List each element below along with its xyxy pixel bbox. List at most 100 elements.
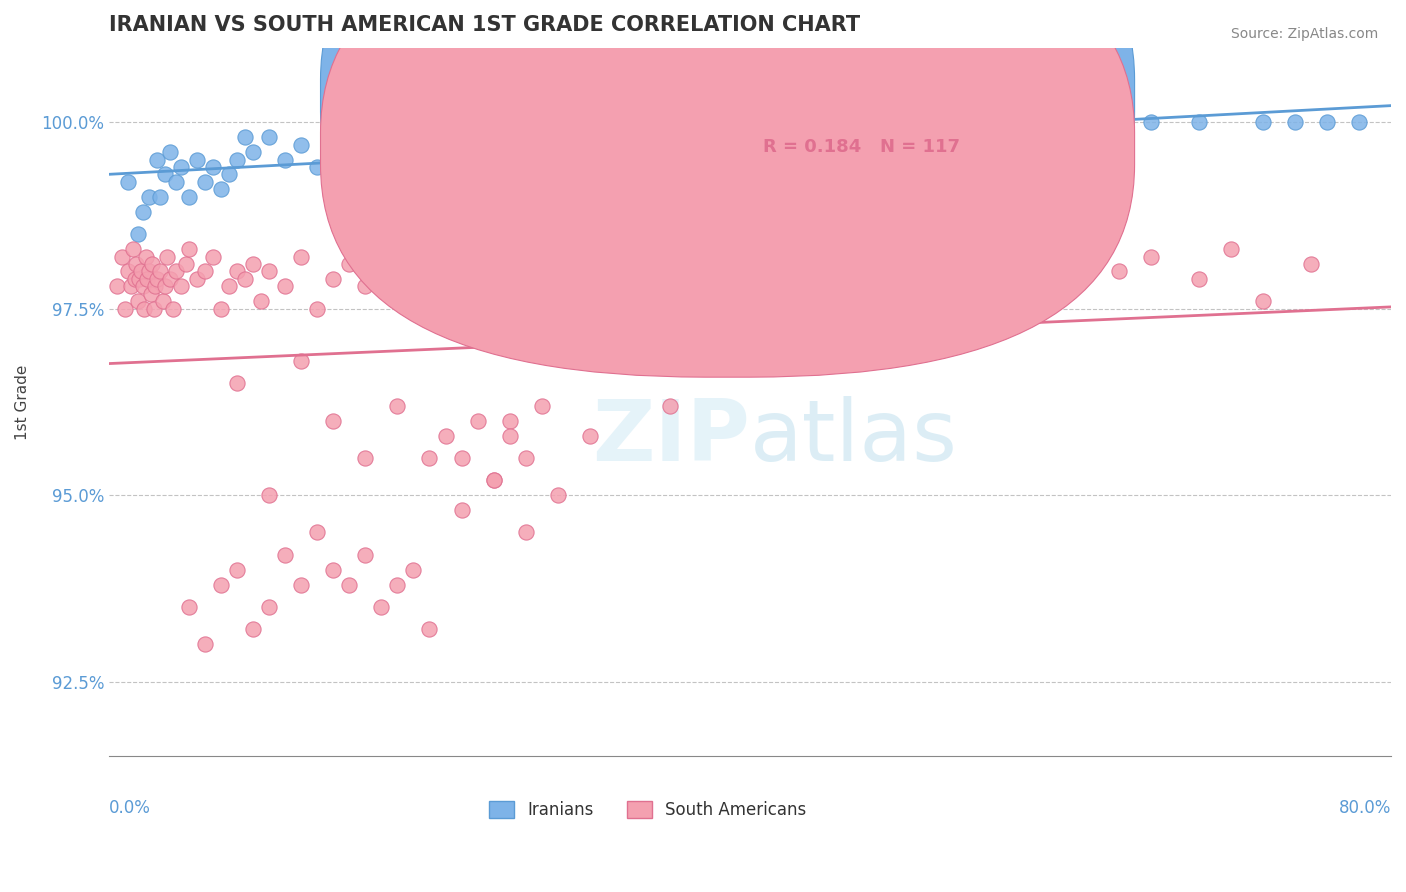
Point xyxy=(105,279,128,293)
Point xyxy=(111,250,134,264)
Point xyxy=(643,137,665,152)
Text: atlas: atlas xyxy=(749,396,957,479)
Point xyxy=(354,137,377,152)
Point xyxy=(450,503,472,517)
Point xyxy=(1284,115,1306,129)
Point xyxy=(1316,115,1339,129)
Point xyxy=(354,279,377,293)
Point xyxy=(153,279,176,293)
Point xyxy=(547,130,569,145)
Point xyxy=(307,301,329,316)
Point xyxy=(186,153,208,167)
Point xyxy=(434,428,457,442)
Point xyxy=(1348,115,1371,129)
Point xyxy=(226,264,249,278)
Point xyxy=(515,450,537,465)
Point xyxy=(547,264,569,278)
Point xyxy=(402,250,425,264)
Point xyxy=(194,264,217,278)
Point xyxy=(226,153,249,167)
Point xyxy=(177,190,200,204)
Point xyxy=(117,264,139,278)
Point xyxy=(1188,272,1211,286)
Legend: Iranians, South Americans: Iranians, South Americans xyxy=(482,795,813,826)
Text: R = 0.184   N = 117: R = 0.184 N = 117 xyxy=(763,138,960,156)
FancyBboxPatch shape xyxy=(321,0,1135,324)
Point xyxy=(931,301,953,316)
Point xyxy=(322,563,344,577)
Point xyxy=(233,130,256,145)
Point xyxy=(1139,250,1161,264)
Point xyxy=(418,272,440,286)
Point xyxy=(125,257,148,271)
Point xyxy=(274,153,297,167)
Point xyxy=(226,563,249,577)
Point xyxy=(131,204,153,219)
Point xyxy=(139,286,162,301)
Point xyxy=(159,145,181,160)
Point xyxy=(610,130,633,145)
Point xyxy=(354,450,377,465)
Point xyxy=(498,414,520,428)
Point xyxy=(242,257,264,271)
Point xyxy=(322,145,344,160)
Point xyxy=(515,137,537,152)
Point xyxy=(159,272,181,286)
Point xyxy=(120,279,142,293)
Point xyxy=(387,160,409,174)
Point xyxy=(738,257,761,271)
Point xyxy=(165,175,187,189)
Point xyxy=(898,227,921,241)
Point xyxy=(153,168,176,182)
Point xyxy=(226,376,249,391)
Point xyxy=(434,264,457,278)
Point xyxy=(610,272,633,286)
Point xyxy=(898,122,921,136)
Point xyxy=(979,264,1001,278)
Point xyxy=(578,428,600,442)
Point xyxy=(209,182,232,196)
Point xyxy=(152,294,174,309)
Point xyxy=(136,272,159,286)
Point xyxy=(1059,279,1081,293)
FancyBboxPatch shape xyxy=(321,0,1135,377)
Point xyxy=(418,153,440,167)
Point xyxy=(979,115,1001,129)
Point xyxy=(138,190,160,204)
Point xyxy=(149,190,172,204)
Point xyxy=(135,250,157,264)
Point xyxy=(202,250,225,264)
Point xyxy=(218,279,240,293)
Point xyxy=(290,578,312,592)
Point xyxy=(218,168,240,182)
Point xyxy=(124,272,146,286)
Point xyxy=(131,279,153,293)
Point xyxy=(643,264,665,278)
Point xyxy=(194,637,217,651)
Text: Source: ZipAtlas.com: Source: ZipAtlas.com xyxy=(1230,27,1378,41)
Point xyxy=(162,301,184,316)
Point xyxy=(177,600,200,615)
Text: IRANIAN VS SOUTH AMERICAN 1ST GRADE CORRELATION CHART: IRANIAN VS SOUTH AMERICAN 1ST GRADE CORR… xyxy=(110,15,860,35)
Point xyxy=(1108,264,1130,278)
Point xyxy=(209,301,232,316)
Point xyxy=(337,578,360,592)
Point xyxy=(142,301,165,316)
Point xyxy=(274,548,297,562)
Point xyxy=(578,257,600,271)
Point xyxy=(177,242,200,256)
Point xyxy=(482,473,505,487)
Point xyxy=(835,122,858,136)
Point xyxy=(141,257,163,271)
Point xyxy=(770,294,793,309)
FancyBboxPatch shape xyxy=(679,54,1102,182)
Point xyxy=(578,145,600,160)
Point xyxy=(146,153,169,167)
Point xyxy=(803,130,825,145)
Point xyxy=(467,257,489,271)
Point xyxy=(835,264,858,278)
Point xyxy=(450,450,472,465)
Point xyxy=(803,272,825,286)
Point xyxy=(770,145,793,160)
Point xyxy=(337,130,360,145)
